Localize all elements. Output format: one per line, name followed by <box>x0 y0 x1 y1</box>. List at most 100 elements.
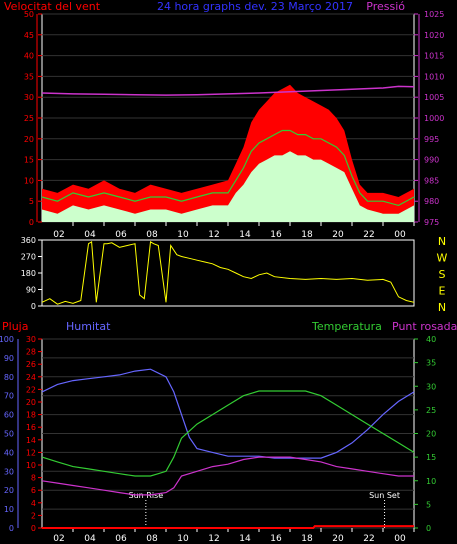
panel2-compass-label: E <box>439 285 446 298</box>
panel3-rain-tick-label: 10 <box>26 461 36 470</box>
panel3-humidity-tick-label: 60 <box>4 411 14 420</box>
panel3-humidity-tick-label: 20 <box>4 486 14 495</box>
wind-avg-line <box>41 129 415 207</box>
panel3-temp-tick-label: 10 <box>426 477 436 486</box>
panel1-x-tick-label: 00 <box>394 230 406 240</box>
panel1-left-tick-label: 10 <box>24 176 34 185</box>
panel1-right-tick-label: 990 <box>424 156 439 165</box>
panel3-rain-tick-label: 4 <box>31 499 36 508</box>
panel3-humidity-tick-label: 90 <box>4 354 14 363</box>
temperature-line <box>41 390 415 477</box>
header-center-title: 24 hora graphs dev. 23 Março 2017 <box>157 0 353 13</box>
panel3-humidity-label: Humitat <box>66 320 111 333</box>
panel3-humidity-tick-label: 50 <box>4 430 14 439</box>
panel1-x-tick-label: 12 <box>208 230 219 240</box>
panel2-frame <box>41 239 415 307</box>
rain-line <box>42 525 414 529</box>
panel3-rain-tick-label: 18 <box>26 411 36 420</box>
panel3-temp-tick-label: 30 <box>426 382 436 391</box>
panel1-x-tick-label: 06 <box>115 230 127 240</box>
panel1-x-tick-label: 18 <box>301 230 313 240</box>
panel3-x-tick-label: 10 <box>177 534 189 544</box>
panel2-left-tick-label: 180 <box>21 269 36 278</box>
panel3-rain-tick-label: 30 <box>26 335 36 344</box>
panel3-temp-tick-label: 0 <box>426 524 431 533</box>
sun-marker-label: Sun Set <box>369 491 400 500</box>
panel1-right-tick-label: 980 <box>424 197 439 206</box>
panel1-x-tick-label: 08 <box>146 230 158 240</box>
panel3-temp-tick-label: 25 <box>426 406 436 415</box>
header-right-label: Pressió <box>366 0 405 13</box>
panel1-left-tick-label: 15 <box>24 156 34 165</box>
panel1-x-tick-label: 14 <box>239 230 251 240</box>
panel1-right-tick-label: 985 <box>424 176 439 185</box>
panel1-x-tick-label: 16 <box>270 230 282 240</box>
panel3-rain-tick-label: 0 <box>31 524 36 533</box>
panel3-temp-tick-label: 5 <box>426 500 431 509</box>
panel1-left-tick-label: 5 <box>29 197 34 206</box>
humidity-line <box>41 368 415 459</box>
panel3-dewpoint-label: Punt rosada <box>392 320 457 333</box>
dewpoint-line <box>41 456 414 496</box>
panel1-left-tick-label: 50 <box>24 10 34 19</box>
panel3-temp-tick-label: 20 <box>426 430 436 439</box>
panel1-x-tick-label: 02 <box>53 230 64 240</box>
panel3-humidity-tick-label: 70 <box>4 392 14 401</box>
panel3-x-tick-label: 12 <box>208 534 219 544</box>
panel1-x-tick-label: 20 <box>332 230 344 240</box>
panel3-x-tick-label: 22 <box>363 534 374 544</box>
pressure-line <box>41 85 415 96</box>
panel2-left-tick-label: 270 <box>21 253 36 262</box>
panel3-rain-tick-label: 24 <box>26 373 36 382</box>
panel1-right-tick-label: 1000 <box>424 114 444 123</box>
panel1-left-tick-label: 40 <box>24 52 34 61</box>
panel3-humidity-tick-label: 40 <box>4 448 14 457</box>
wind-min-area <box>42 151 414 222</box>
panel1-right-tick-label: 1015 <box>424 52 444 61</box>
panel3-humidity-tick-label: 0 <box>9 524 14 533</box>
panel3-rain-tick-label: 20 <box>26 398 36 407</box>
panel3-x-tick-label: 06 <box>115 534 127 544</box>
panel1-right-tick-label: 1025 <box>424 10 444 19</box>
panel3-rain-tick-label: 22 <box>26 385 36 394</box>
panel3-x-tick-label: 16 <box>270 534 282 544</box>
panel1-right-tick-label: 995 <box>424 135 439 144</box>
header-left-label: Velocitat del vent <box>4 0 101 13</box>
panel3-x-tick-label: 04 <box>84 534 96 544</box>
panel3-rain-tick-label: 14 <box>26 436 36 445</box>
panel2-left-tick-label: 0 <box>31 302 36 311</box>
panel1-x-tick-label: 10 <box>177 230 189 240</box>
panel1-left-tick-label: 25 <box>24 114 34 123</box>
panel3-rain-tick-label: 12 <box>26 448 36 457</box>
panel1-left-tick-label: 45 <box>24 31 34 40</box>
panel3-x-tick-label: 20 <box>332 534 344 544</box>
panel3-rain-tick-label: 6 <box>31 486 36 495</box>
panel3-x-tick-label: 02 <box>53 534 64 544</box>
panel3-rain-tick-label: 8 <box>31 474 36 483</box>
panel2-compass-label: N <box>438 301 446 314</box>
panel3-humidity-tick-label: 100 <box>0 335 14 344</box>
panel3-x-tick-label: 14 <box>239 534 251 544</box>
panel1-right-tick-label: 1005 <box>424 93 444 102</box>
panel1-x-tick-label: 04 <box>84 230 96 240</box>
panel1-left-tick-label: 30 <box>24 93 34 102</box>
panel1-x-tick-label: 22 <box>363 230 374 240</box>
panel2-left-tick-label: 90 <box>26 286 36 295</box>
panel2-compass-label: N <box>438 235 446 248</box>
panel3-temp-tick-label: 15 <box>426 453 436 462</box>
panel3-temperature-label: Temperatura <box>311 320 382 333</box>
panel3-humidity-tick-label: 80 <box>4 373 14 382</box>
panel3-rain-label: Pluja <box>2 320 28 333</box>
panel3-humidity-tick-label: 10 <box>4 505 14 514</box>
panel1-right-tick-label: 1010 <box>424 72 444 81</box>
panel1-right-tick-label: 975 <box>424 218 439 227</box>
panel2-compass-label: W <box>437 252 448 265</box>
panel3-x-tick-label: 08 <box>146 534 158 544</box>
panel3-rain-tick-label: 28 <box>26 348 36 357</box>
panel3-rain-tick-label: 2 <box>31 511 36 520</box>
panel1-left-tick-label: 35 <box>24 72 34 81</box>
panel1-left-tick-label: 20 <box>24 135 34 144</box>
panel2-compass-label: S <box>439 268 446 281</box>
panel1-right-tick-label: 1020 <box>424 31 444 40</box>
